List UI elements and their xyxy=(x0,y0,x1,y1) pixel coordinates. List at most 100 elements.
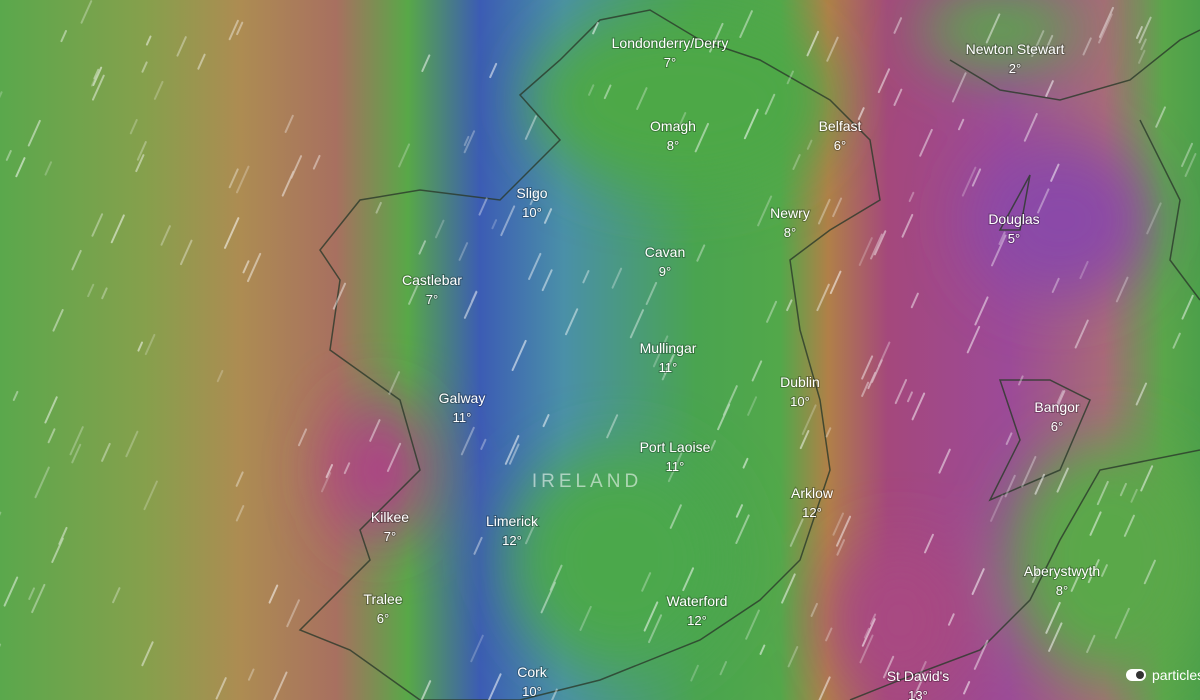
wind-streak xyxy=(1005,432,1013,445)
wind-streak xyxy=(386,442,402,473)
wind-streak xyxy=(420,680,432,700)
wind-streak xyxy=(603,84,612,100)
wind-streak xyxy=(471,290,478,302)
wind-streak xyxy=(971,568,985,595)
wind-streak xyxy=(894,378,908,405)
wind-streak xyxy=(667,452,683,483)
wind-streak xyxy=(871,359,883,383)
wind-streak xyxy=(529,191,537,206)
wind-streak xyxy=(500,205,516,237)
wind-streak xyxy=(273,671,288,700)
wind-streak xyxy=(71,249,82,271)
wind-streak xyxy=(742,457,749,469)
wind-streak xyxy=(836,539,845,556)
wind-streak xyxy=(579,605,592,631)
wind-streak xyxy=(1004,474,1016,498)
toggle-label[interactable]: particles xyxy=(1152,667,1200,683)
wind-streak xyxy=(990,494,1004,522)
wind-streak xyxy=(93,68,100,80)
wind-streak xyxy=(786,70,794,85)
wind-streak xyxy=(641,572,652,592)
wind-streak xyxy=(947,613,955,626)
wind-streak xyxy=(1135,382,1148,406)
wind-streak xyxy=(31,583,46,614)
wind-streak xyxy=(286,599,300,628)
city-temp: 13° xyxy=(908,688,928,700)
wind-streak xyxy=(129,119,138,135)
wind-streak xyxy=(1045,601,1061,634)
wind-streak xyxy=(470,634,484,663)
wind-streak xyxy=(916,661,927,682)
wind-streak xyxy=(694,122,710,153)
wind-streak xyxy=(460,426,475,456)
wind-streak xyxy=(3,576,19,607)
wind-streak xyxy=(1089,511,1102,536)
wind-streak xyxy=(508,443,520,465)
wind-streak xyxy=(540,581,556,614)
wind-streak xyxy=(332,282,347,310)
wind-streak xyxy=(678,112,687,127)
wind-streak xyxy=(806,30,820,57)
wind-streak xyxy=(551,688,558,700)
particles-toggle[interactable]: particles xyxy=(1126,667,1200,683)
city-temp: 7° xyxy=(664,55,676,70)
city-name: Arklow xyxy=(791,485,834,501)
wind-streak xyxy=(435,219,445,239)
wind-streak xyxy=(80,0,93,24)
wind-streak xyxy=(818,676,831,700)
wind-streak xyxy=(489,62,498,79)
wind-streak xyxy=(710,439,717,451)
wind-streak xyxy=(611,267,623,289)
wind-streak xyxy=(825,427,832,438)
wind-streak xyxy=(1123,514,1135,537)
wind-streak xyxy=(739,10,753,39)
wind-streak xyxy=(1086,634,1096,654)
wind-streak xyxy=(966,325,981,354)
wind-streak xyxy=(369,419,381,442)
wind-streak xyxy=(826,36,839,62)
city-name: Dublin xyxy=(780,374,820,390)
wind-streak xyxy=(1031,568,1040,583)
wind-streak xyxy=(1155,106,1166,128)
wind-streak xyxy=(242,260,250,274)
wind-streak xyxy=(629,309,645,339)
wind-streak xyxy=(709,22,724,53)
wind-streak xyxy=(216,369,224,383)
wind-streak xyxy=(325,463,334,479)
wind-streak xyxy=(870,233,883,260)
wind-streak xyxy=(343,462,351,475)
wind-streak xyxy=(745,609,760,640)
wind-streak xyxy=(829,270,842,295)
wind-streak xyxy=(985,13,1001,44)
wind-streak xyxy=(1098,13,1113,44)
city-name: Cavan xyxy=(645,244,685,260)
wind-streak xyxy=(60,30,67,43)
city-temp: 2° xyxy=(1009,61,1021,76)
toggle-knob xyxy=(1136,671,1144,679)
wind-streak xyxy=(901,213,914,238)
wind-streak xyxy=(228,168,239,189)
city-temp: 5° xyxy=(1008,231,1020,246)
wind-streak xyxy=(1130,488,1138,503)
wind-streak xyxy=(832,512,844,536)
wind-streak xyxy=(974,296,989,326)
wind-streak xyxy=(971,168,982,187)
wind-streak xyxy=(141,61,148,73)
wind-streak xyxy=(160,225,171,246)
wind-streak xyxy=(1079,260,1089,280)
wind-streak xyxy=(375,201,382,214)
wind-streak xyxy=(1140,465,1154,492)
wind-streak xyxy=(27,119,41,147)
city-name: Sligo xyxy=(516,185,547,201)
wind-streak xyxy=(281,170,295,197)
wind-streak xyxy=(817,198,831,225)
wind-streak xyxy=(1056,390,1064,404)
wind-streak xyxy=(799,430,810,450)
wind-streak xyxy=(781,573,796,604)
wind-streak xyxy=(549,564,563,591)
wind-streak xyxy=(5,150,12,161)
wind-streak xyxy=(859,634,874,664)
city-temp: 10° xyxy=(522,205,542,220)
wind-streak xyxy=(1115,276,1129,303)
wind-streak xyxy=(398,143,411,168)
